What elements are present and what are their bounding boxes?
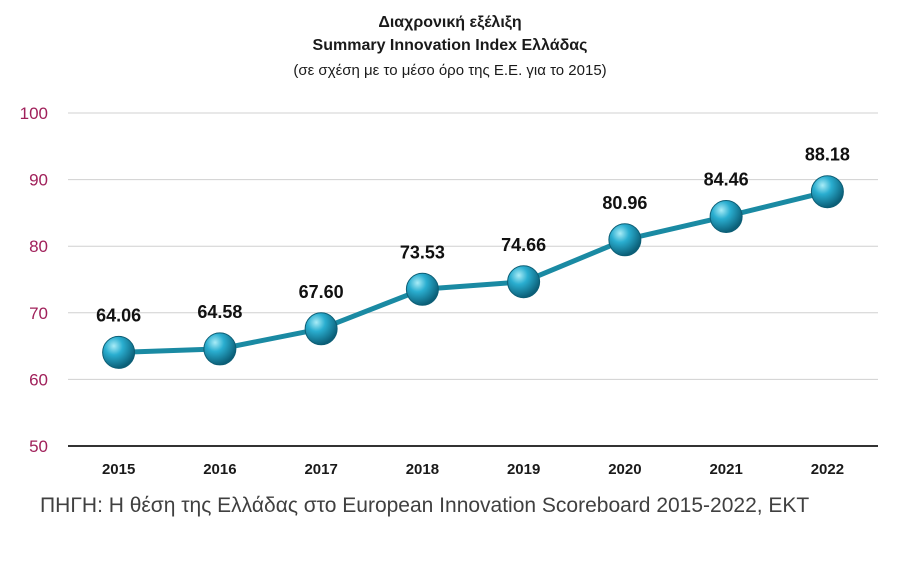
- x-tick-label: 2022: [811, 461, 844, 478]
- data-point: [203, 332, 237, 366]
- x-tick-label: 2016: [203, 461, 236, 478]
- y-tick-label: 50: [29, 437, 48, 456]
- data-label: 74.66: [501, 235, 546, 255]
- data-point: [709, 199, 743, 233]
- data-point: [102, 335, 136, 369]
- x-tick-label: 2021: [709, 461, 742, 478]
- source-note: ΠΗΓΗ: Η θέση της Ελλάδας στο European In…: [40, 494, 810, 517]
- x-tick-label: 2015: [102, 461, 135, 478]
- data-point: [507, 265, 541, 299]
- data-label: 64.06: [96, 305, 141, 325]
- data-label: 67.60: [299, 282, 344, 302]
- chart-subtitle: Summary Innovation Index Ελλάδας: [312, 37, 588, 54]
- y-tick-label: 60: [29, 370, 48, 389]
- series-line: [118, 189, 828, 355]
- x-tick-label: 2017: [304, 461, 337, 478]
- y-tick-label: 100: [20, 104, 48, 123]
- chart-title: Διαχρονική εξέλιξη: [378, 14, 522, 31]
- data-label: 84.46: [704, 169, 749, 189]
- data-label: 64.58: [197, 302, 242, 322]
- data-label: 88.18: [805, 145, 850, 165]
- x-tick-label: 2018: [406, 461, 439, 478]
- data-label: 73.53: [400, 242, 445, 262]
- line-chart: 50 60 70 80 90 100 2015 2016 2017 2018 2019 2020 20…: [20, 104, 878, 478]
- data-point: [304, 312, 338, 346]
- y-tick-label: 70: [29, 304, 48, 323]
- data-point: [810, 175, 844, 209]
- y-tick-label: 90: [29, 171, 48, 190]
- x-tick-label: 2020: [608, 461, 641, 478]
- data-label: 80.96: [602, 193, 647, 213]
- chart-note: (σε σχέση με το μέσο όρο της Ε.Ε. για το…: [293, 62, 607, 79]
- y-tick-label: 80: [29, 237, 48, 256]
- data-point: [608, 223, 642, 257]
- x-tick-label: 2019: [507, 461, 540, 478]
- data-point: [405, 272, 439, 306]
